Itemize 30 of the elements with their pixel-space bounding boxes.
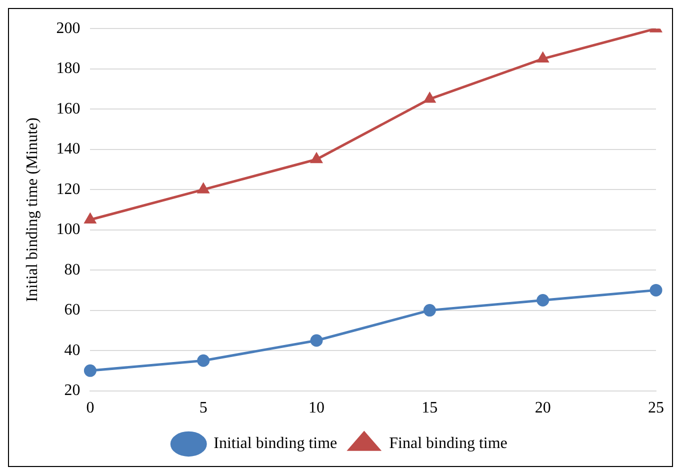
point [84, 214, 96, 224]
point [310, 153, 322, 164]
point [198, 183, 209, 194]
x-tick-label: 25 [648, 400, 664, 417]
y-tick-label: 100 [56, 221, 80, 238]
point [84, 364, 96, 377]
point [310, 334, 323, 347]
y-tick-label: 200 [56, 20, 80, 37]
x-tick-label: 20 [534, 400, 551, 417]
x-tick-label: 10 [308, 400, 325, 417]
y-tick-label: 80 [64, 261, 80, 278]
x-tick-label: 0 [86, 400, 94, 417]
point [536, 294, 550, 306]
point [537, 52, 548, 63]
y-tick-label: 60 [64, 302, 80, 319]
y-tick-label: 140 [56, 140, 80, 158]
y-tick-label: 120 [56, 180, 80, 198]
point [650, 284, 662, 296]
x-tick-label: 5 [199, 400, 208, 417]
point [424, 92, 436, 103]
point [197, 354, 210, 367]
legend-label: Initial binding time [214, 435, 338, 452]
y-tick-label: 20 [64, 382, 80, 400]
y-tick-label: 180 [56, 60, 80, 78]
point [423, 304, 436, 317]
y-tick-label: 40 [64, 342, 80, 359]
x-tick-label: 15 [422, 400, 438, 417]
y-axis-title: Initial binding time (Minute) [24, 117, 41, 302]
y-tick-label: 160 [56, 100, 80, 118]
legend-label: Final binding time [389, 435, 508, 452]
